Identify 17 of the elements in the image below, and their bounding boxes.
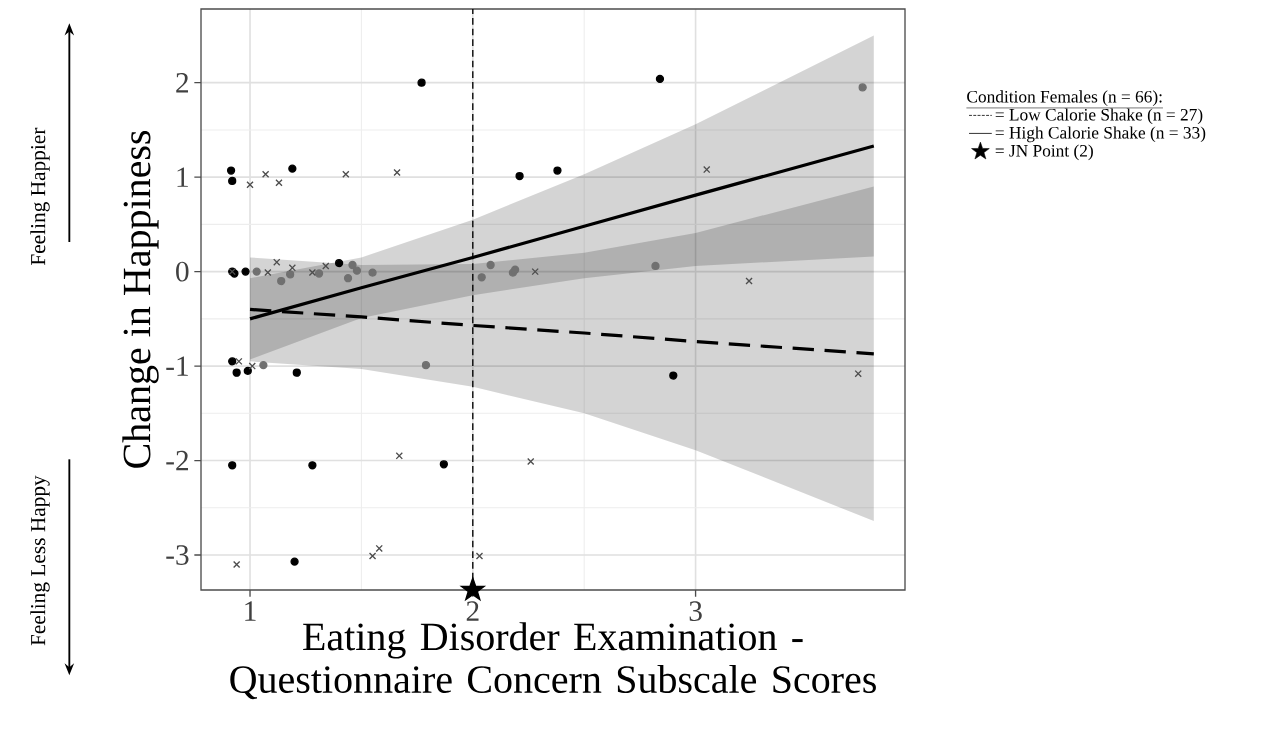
x-tick-label: 3 — [689, 601, 702, 622]
x-tick-label: 2 — [466, 601, 479, 621]
x-axis-title: Eating Disorder Examination - Questionnaire Concern Subscale Scores — [230, 622, 876, 700]
x-tick-label: 1 — [245, 601, 256, 621]
y-tick-label: 2 — [176, 72, 189, 93]
y-tick-label: 0 — [176, 261, 189, 282]
text: Feeling Happier — [30, 127, 50, 266]
y-tick-label: -3 — [166, 545, 189, 565]
y-axis-title: Change in Happiness — [122, 130, 159, 468]
y-tick-label: -1 — [166, 356, 188, 376]
legend-label: = Low Calorie Shake (n = 27) — [995, 108, 1203, 125]
legend-label: = JN Point (2) — [995, 144, 1093, 161]
legend-label: = High Calorie Shake (n = 33) — [995, 126, 1206, 143]
y-tick-label: 1 — [177, 167, 188, 187]
text: Feeling Less Happy — [30, 475, 50, 646]
y-tick-label: -2 — [166, 450, 189, 471]
legend-title: Condition Females (n = 66): — [967, 90, 1162, 107]
